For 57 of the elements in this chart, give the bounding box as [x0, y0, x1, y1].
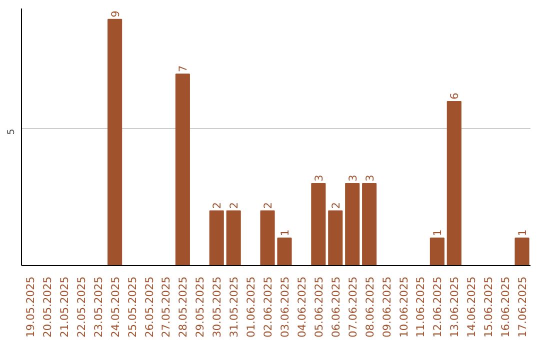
x-tick-label: 26.05.2025 — [142, 276, 156, 338]
x-tick-label: 20.05.2025 — [40, 276, 54, 338]
data-label: 1 — [431, 229, 444, 236]
bar — [226, 210, 241, 266]
data-label: 3 — [346, 174, 360, 182]
bar — [108, 18, 122, 266]
bar — [311, 182, 326, 266]
x-tick-label: 21.05.2025 — [58, 276, 71, 338]
bar — [175, 74, 190, 266]
x-tick-label: 12.06.2025 — [431, 276, 444, 338]
x-tick-label: 30.05.2025 — [210, 276, 224, 338]
bar — [260, 210, 275, 266]
data-label: 9 — [108, 10, 122, 18]
x-tick-label: 23.05.2025 — [92, 276, 105, 338]
x-tick-label: 02.06.2025 — [262, 276, 275, 338]
data-label: 1 — [516, 229, 530, 236]
x-tick-label: 15.06.2025 — [482, 276, 496, 338]
x-tick-label: 07.06.2025 — [346, 276, 360, 338]
bar — [430, 238, 444, 266]
x-tick-label: 01.06.2025 — [244, 276, 258, 338]
x-tick-label: 19.05.2025 — [24, 276, 37, 338]
x-tick-label: 16.06.2025 — [499, 276, 512, 338]
x-tick-label: 11.06.2025 — [414, 276, 428, 338]
data-label: 2 — [329, 202, 342, 209]
x-tick-label: 13.06.2025 — [448, 276, 462, 338]
bar — [514, 238, 530, 266]
x-tick-label: 06.06.2025 — [329, 276, 342, 338]
x-tick-label: 27.05.2025 — [160, 276, 173, 338]
x-tick-label: 29.05.2025 — [194, 276, 207, 338]
x-tick-label: 31.05.2025 — [228, 276, 241, 338]
x-tick-label: 10.06.2025 — [397, 276, 410, 338]
bar — [277, 238, 292, 266]
y-tick-label: 5 — [6, 128, 17, 135]
x-tick-label: 08.06.2025 — [363, 276, 376, 338]
data-label: 3 — [312, 174, 326, 182]
data-label: 7 — [176, 65, 190, 72]
x-tick-label: 28.05.2025 — [176, 276, 190, 338]
bar — [446, 100, 462, 266]
x-tick-label: 17.06.2025 — [516, 276, 530, 338]
x-tick-label: 03.06.2025 — [278, 276, 292, 338]
data-label: 2 — [262, 202, 275, 209]
x-tick-label: 04.06.2025 — [295, 276, 308, 338]
bar — [209, 210, 224, 266]
x-tick-label: 25.05.2025 — [126, 276, 139, 338]
bar — [345, 182, 360, 266]
x-tick-label: 22.05.2025 — [74, 276, 88, 338]
bar — [362, 182, 377, 266]
x-tick-label: 14.06.2025 — [465, 276, 478, 338]
data-label: 1 — [278, 229, 292, 236]
data-label: 6 — [448, 92, 462, 100]
x-tick-label: 24.05.2025 — [108, 276, 122, 338]
bar — [328, 210, 343, 266]
data-label: 2 — [210, 202, 224, 209]
data-label: 3 — [363, 174, 376, 182]
x-tick-label: 09.06.2025 — [380, 276, 394, 338]
x-tick-label: 05.06.2025 — [312, 276, 326, 338]
data-label: 2 — [228, 202, 241, 209]
